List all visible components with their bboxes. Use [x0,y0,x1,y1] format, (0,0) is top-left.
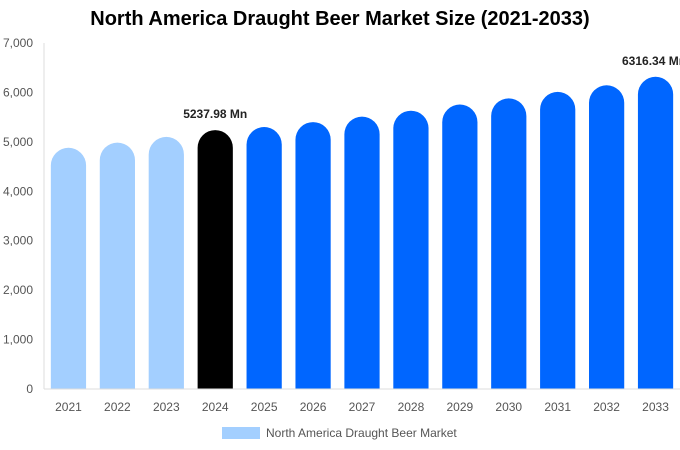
x-tick-label: 2029 [446,400,473,414]
bar-2031 [540,91,576,389]
bar-2025 [246,127,282,390]
x-tick-label: 2024 [202,400,229,414]
bar-2023 [148,136,184,389]
x-axis: 2021 2022 2023 2024 2025 2026 2027 2028 2029 2030… [44,388,680,414]
legend-swatch [222,427,260,439]
data-label-2024: 5237.98 Mn [183,107,247,121]
y-tick-label: 7,000 [3,36,33,50]
y-tick-label: 5,000 [3,135,33,149]
x-tick-label: 2022 [104,400,131,414]
legend: North America Draught Beer Market [222,426,457,440]
x-tick-label: 2025 [251,400,278,414]
bar-2022 [99,142,135,389]
y-tick-label: 3,000 [3,234,33,248]
data-label-2033: 6316.34 Mn [622,54,680,68]
legend-label: North America Draught Beer Market [266,426,457,440]
bar-2021 [50,147,87,389]
y-tick-label: 2,000 [3,283,33,297]
x-tick-label: 2031 [544,400,571,414]
x-tick-label: 2027 [349,400,376,414]
bar-2026 [295,122,331,389]
x-tick-label: 2028 [398,400,425,414]
x-tick-label: 2030 [495,400,522,414]
bar-2024 [197,130,233,390]
bar-2033 [637,76,674,390]
bars [50,76,674,390]
y-tick-label: 6,000 [3,85,33,99]
y-axis: 0 1,000 2,000 3,000 4,000 5,000 6,000 7,000 [3,36,45,396]
bar-2032 [589,85,625,390]
bar-2030 [491,98,527,389]
x-tick-label: 2032 [593,400,620,414]
x-tick-label: 2023 [153,400,180,414]
y-tick-label: 1,000 [3,333,33,347]
x-tick-label: 2026 [300,400,327,414]
chart-title: North America Draught Beer Market Size (… [90,8,590,30]
x-tick-label: 2021 [55,400,82,414]
y-tick-label: 0 [26,382,33,396]
x-tick-label: 2033 [642,400,669,414]
bar-2029 [442,104,478,389]
bar-2027 [344,116,380,390]
annotations: 5237.98 Mn 6316.34 Mn [183,54,680,121]
bar-2028 [393,110,429,389]
y-tick-label: 4,000 [3,184,33,198]
